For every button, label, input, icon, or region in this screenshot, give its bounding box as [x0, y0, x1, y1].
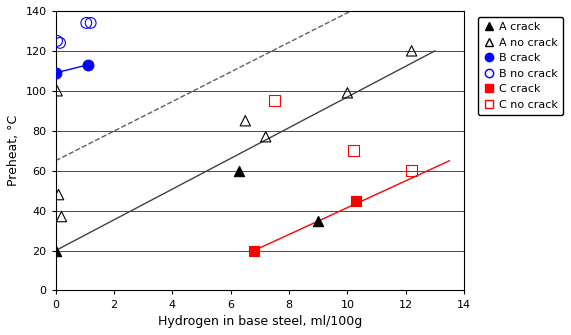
Point [313, 218, 323, 223]
Point [250, 248, 259, 253]
Point [235, 168, 244, 173]
Point [54, 192, 63, 197]
Point [349, 148, 358, 153]
Point [343, 90, 352, 95]
Point [51, 70, 60, 75]
Y-axis label: Preheat, °C: Preheat, °C [7, 115, 20, 186]
Legend: A crack, A no crack, B crack, B no crack, C crack, C no crack: A crack, A no crack, B crack, B no crack… [478, 16, 564, 115]
Point [83, 62, 93, 68]
Point [352, 198, 361, 203]
Point [407, 168, 416, 173]
Point [82, 20, 91, 25]
Point [57, 214, 66, 219]
Point [55, 40, 65, 46]
Point [261, 134, 270, 139]
Point [86, 20, 95, 25]
Point [53, 88, 62, 93]
Point [241, 118, 250, 123]
Point [407, 48, 416, 54]
X-axis label: Hydrogen in base steel, ml/100g: Hydrogen in base steel, ml/100g [158, 315, 362, 328]
Point [270, 98, 279, 104]
Point [51, 248, 60, 253]
Point [53, 38, 62, 44]
